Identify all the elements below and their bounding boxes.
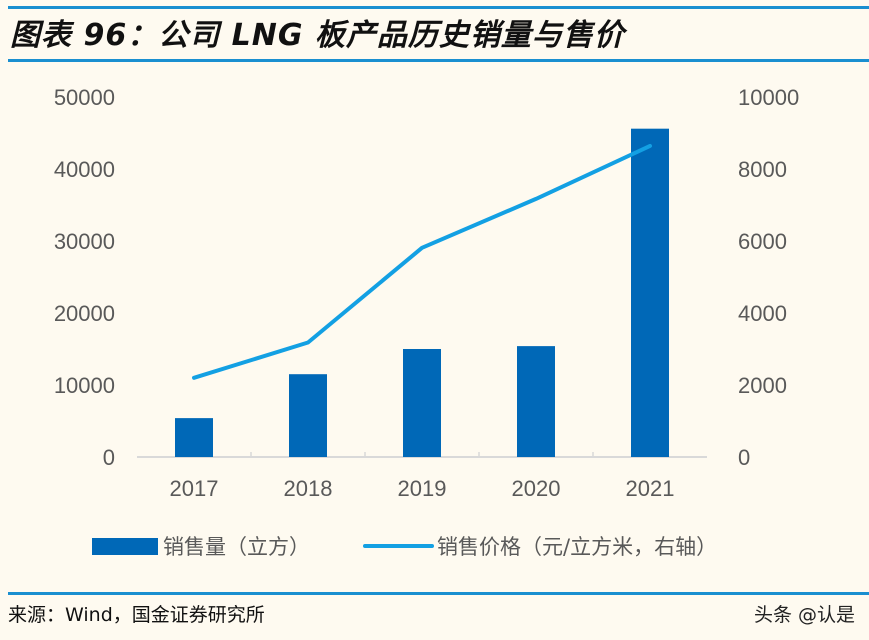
left-axis-tick-label: 10000 bbox=[54, 373, 115, 398]
watermark: 头条 @认是 bbox=[753, 604, 855, 626]
left-axis-tick-label: 50000 bbox=[54, 85, 115, 110]
footer-rule bbox=[8, 592, 869, 595]
bar-2021 bbox=[631, 128, 669, 457]
x-axis-tick-label: 2018 bbox=[284, 476, 333, 501]
right-axis-tick-label: 0 bbox=[738, 445, 750, 470]
bar-2019 bbox=[403, 349, 441, 457]
chart-title: 图表 96：公司 LNG 板产品历史销量与售价 bbox=[10, 18, 625, 53]
title-rule bbox=[8, 59, 869, 62]
x-axis-tick-label: 2021 bbox=[626, 476, 675, 501]
price-line bbox=[192, 143, 652, 380]
legend-line-label: 销售价格（元/立方米，右轴） bbox=[437, 535, 717, 559]
x-axis-tick-label: 2020 bbox=[512, 476, 561, 501]
top-rule bbox=[8, 6, 869, 9]
legend-bar-swatch bbox=[92, 538, 158, 555]
left-axis-tick-label: 0 bbox=[103, 445, 115, 470]
right-axis-tick-label: 4000 bbox=[738, 301, 787, 326]
source-note: 来源：Wind，国金证券研究所 bbox=[8, 604, 265, 626]
right-axis-tick-label: 2000 bbox=[738, 373, 787, 398]
bar-2020 bbox=[517, 346, 555, 457]
right-axis-tick-label: 6000 bbox=[738, 229, 787, 254]
legend-bar-label: 销售量（立方） bbox=[163, 535, 310, 559]
bar-2017 bbox=[175, 418, 213, 457]
x-axis-tick-label: 2017 bbox=[170, 476, 219, 501]
x-axis-tick-label: 2019 bbox=[398, 476, 447, 501]
left-axis-tick-label: 40000 bbox=[54, 157, 115, 182]
left-axis-tick-label: 20000 bbox=[54, 301, 115, 326]
right-axis-tick-label: 10000 bbox=[738, 85, 799, 110]
right-axis-tick-label: 8000 bbox=[738, 157, 787, 182]
bar-2018 bbox=[289, 374, 327, 457]
left-axis-tick-label: 30000 bbox=[54, 229, 115, 254]
